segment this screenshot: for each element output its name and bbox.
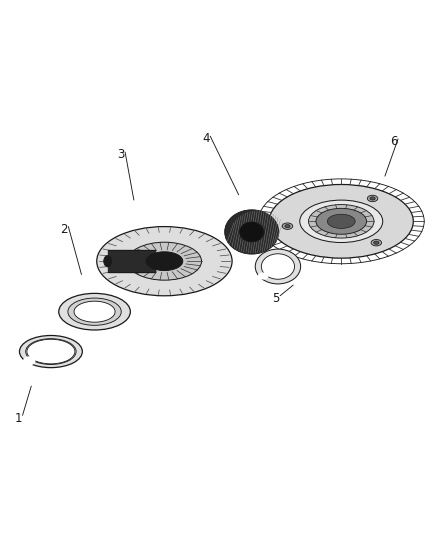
Ellipse shape	[97, 227, 232, 296]
Ellipse shape	[59, 293, 131, 330]
Ellipse shape	[104, 256, 112, 266]
Ellipse shape	[308, 205, 374, 238]
Ellipse shape	[27, 340, 75, 364]
Text: 1: 1	[14, 411, 22, 424]
Text: 5: 5	[272, 292, 279, 305]
Ellipse shape	[300, 200, 383, 243]
Ellipse shape	[25, 358, 34, 364]
Ellipse shape	[146, 252, 183, 271]
Ellipse shape	[316, 208, 367, 235]
Ellipse shape	[68, 298, 121, 325]
Ellipse shape	[269, 184, 413, 258]
Ellipse shape	[261, 254, 294, 279]
Text: 3: 3	[117, 148, 124, 161]
Ellipse shape	[282, 223, 293, 229]
Ellipse shape	[327, 214, 355, 229]
Ellipse shape	[19, 335, 82, 368]
Ellipse shape	[225, 210, 279, 254]
Text: 4: 4	[202, 132, 210, 146]
Ellipse shape	[370, 197, 375, 200]
Ellipse shape	[259, 274, 267, 278]
Text: 6: 6	[390, 135, 397, 148]
Text: 2: 2	[60, 223, 68, 236]
Ellipse shape	[285, 224, 290, 228]
Ellipse shape	[74, 301, 115, 322]
Ellipse shape	[240, 222, 264, 242]
Ellipse shape	[374, 241, 379, 244]
Ellipse shape	[255, 249, 300, 284]
Ellipse shape	[371, 239, 381, 246]
Ellipse shape	[127, 242, 201, 280]
Ellipse shape	[367, 195, 378, 201]
Ellipse shape	[26, 338, 76, 365]
